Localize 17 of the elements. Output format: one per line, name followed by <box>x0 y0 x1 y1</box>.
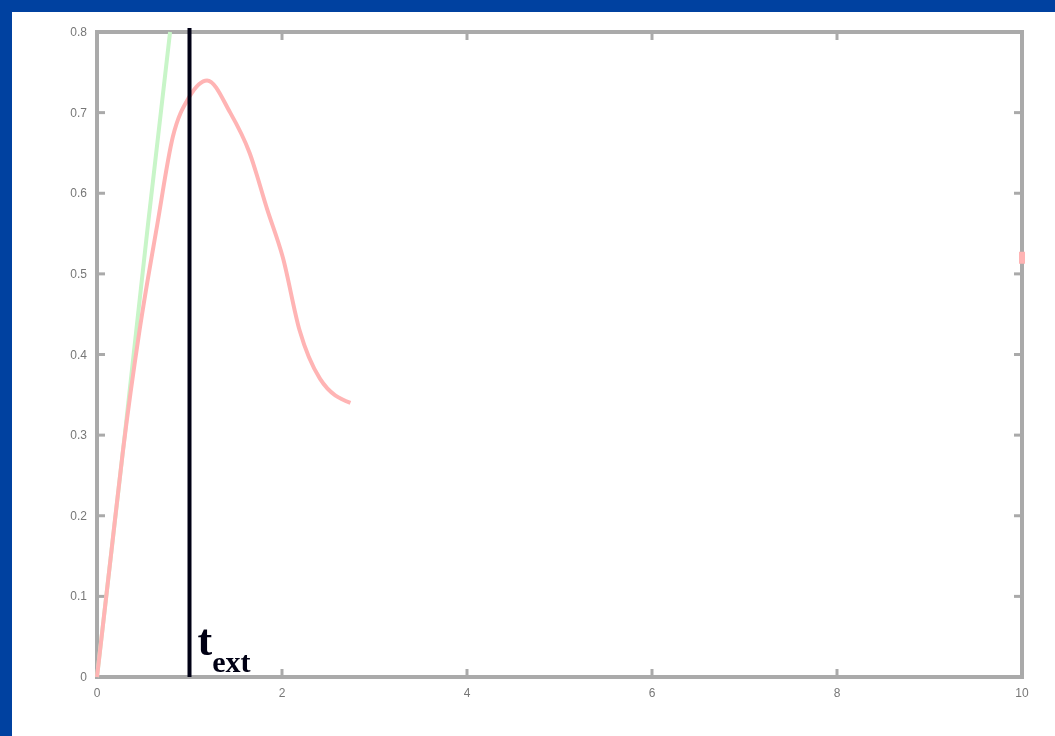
y-tick-label: 0.1 <box>70 589 88 604</box>
x-tick-label: 2 <box>278 686 286 700</box>
y-tick-label: 0.5 <box>70 266 88 281</box>
y-tick-label: 0.3 <box>70 428 88 443</box>
y-tick-label: 0 <box>80 670 88 684</box>
x-tick-label: 8 <box>833 686 841 700</box>
y-tick-label: 0.2 <box>70 508 88 523</box>
x-tick-label: 6 <box>648 686 656 700</box>
y-tick-label: 0.8 <box>70 25 88 39</box>
x-tick-label: 10 <box>1015 686 1029 700</box>
y-tick-label: 0.4 <box>70 347 88 362</box>
ref-line-label: t$_{ext}$ <box>197 616 251 678</box>
x-tick-label: 0 <box>93 686 101 700</box>
line-series <box>95 78 353 679</box>
y-tick-label: 0.6 <box>70 186 88 201</box>
y-tick-label: 0.7 <box>70 105 88 120</box>
x-tick-label: 4 <box>463 686 471 700</box>
